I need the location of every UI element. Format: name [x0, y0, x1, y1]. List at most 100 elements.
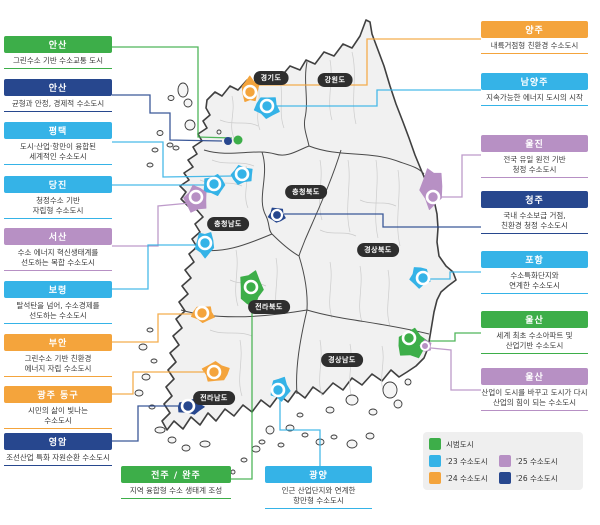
- marker-ring-yeongam: [180, 398, 196, 414]
- callout-underline: [4, 323, 112, 324]
- legend-swatch-blue: [429, 455, 441, 467]
- island: [404, 378, 412, 386]
- callout-description-line: 산업이 도시를 바꾸고 도시가 다시: [481, 388, 588, 397]
- callout-ulsan-purple: 울산 산업이 도시를 바꾸고 도시가 다시 산업의 힘이 되는 수소도시: [481, 368, 588, 411]
- callout-description: 그린수소 기반 친환경 에너지 자립 수소도시: [4, 354, 112, 374]
- legend-item-orange: '24 수소도시: [429, 472, 488, 484]
- callout-underline: [481, 353, 588, 354]
- island: [216, 129, 222, 135]
- marker-ansan-green: [233, 135, 243, 145]
- callout-description-line: 조선산업 특화 자원순환 수소도시: [6, 453, 110, 462]
- callout-description-line: 연계한 수소도시: [509, 281, 560, 290]
- callout-description-line: 선도하는 수소도시: [29, 311, 87, 320]
- leader-line-gwangju-donggu: [112, 371, 204, 395]
- callout-description-line: 내륙거점형 친환경 수소도시: [490, 41, 579, 50]
- callout-jeonju-wanju: 전주 / 완주 지역 융합형 수소 생태계 조성: [121, 466, 231, 499]
- marker-ring-cheongju: [270, 208, 284, 222]
- callout-underline: [4, 68, 112, 69]
- callout-ulsan-green: 울산 세계 최초 수소아파트 및 산업기반 수소도시: [481, 311, 588, 354]
- island: [325, 406, 335, 414]
- marker-ring-ulsan-purple: [420, 341, 430, 351]
- legend-label: '23 수소도시: [446, 456, 488, 466]
- marker-ring-pyeongtaek: [234, 166, 250, 182]
- island: [301, 432, 309, 438]
- callout-gwangyang: 광양 인근 산업단지와 연계한 항만형 수소도시: [265, 466, 372, 509]
- callout-city-header: 울산: [481, 368, 588, 385]
- callout-underline: [481, 53, 588, 54]
- legend-item-purple: '25 수소도시: [499, 455, 558, 467]
- island: [151, 147, 159, 153]
- island: [146, 327, 154, 333]
- island: [167, 436, 177, 444]
- marker-ring-jeonju-wanju: [243, 279, 259, 295]
- callout-underline: [265, 508, 372, 509]
- province-pill-jeonbuk: 전라북도: [248, 300, 290, 314]
- callout-description-line: 선도하는 복합 수소도시: [21, 258, 95, 267]
- callout-yangju: 양주 내륙거점형 친환경 수소도시: [481, 21, 588, 54]
- marker-jeonju-wanju: [240, 270, 264, 308]
- callout-description: 청정수소 기반 자립형 수소도시: [4, 196, 112, 216]
- callout-city-header: 당진: [4, 176, 112, 193]
- coastline: [161, 19, 457, 431]
- callout-underline: [481, 177, 588, 178]
- leader-line-buan: [112, 313, 194, 343]
- marker-ring-uljin: [425, 189, 441, 205]
- county-border-line: [239, 339, 243, 397]
- island: [265, 425, 275, 435]
- callout-city-header: 광양: [265, 466, 372, 483]
- callout-city-header: 울진: [481, 135, 588, 152]
- callout-city-header: 영암: [4, 433, 112, 450]
- callout-description-line: 친환경 청정 수소도시: [501, 221, 568, 230]
- county-border-line: [219, 119, 259, 127]
- county-border-line: [349, 343, 353, 399]
- callout-description-line: 자립형 수소도시: [32, 206, 84, 215]
- callout-description-line: 세계 최초 수소아파트 및: [496, 331, 573, 340]
- callout-underline: [4, 465, 112, 466]
- marker-ring-seosan: [188, 189, 204, 205]
- leader-line-pohang: [430, 271, 481, 280]
- leader-line-pyeongtaek: [112, 141, 234, 178]
- legend-label: '24 수소도시: [446, 473, 488, 483]
- marker-ring-gwangyang: [270, 382, 286, 398]
- callout-city-header: 보령: [4, 281, 112, 298]
- marker-ring-pohang: [415, 270, 431, 286]
- callout-description-line: 그린수소 기반 수소교통 도시: [13, 56, 103, 65]
- callout-description-line: 탈석탄을 넘어, 수소경제를: [16, 301, 100, 310]
- callout-description-line: 균형과 안정, 경제적 수소도시: [11, 99, 105, 108]
- county-border-line: [209, 329, 253, 337]
- callout-description-line: 수소도시: [44, 416, 72, 425]
- callout-description: 그린수소 기반 수소교통 도시: [4, 56, 112, 66]
- callout-pohang: 포항 수소특화단지와 연계한 수소도시: [481, 251, 588, 294]
- callout-description-line: 전국 유일 원전 기반: [503, 155, 566, 164]
- island: [393, 399, 403, 409]
- county-border-line: [351, 51, 357, 125]
- callout-city-header: 평택: [4, 122, 112, 139]
- callout-city-header: 서산: [4, 228, 112, 245]
- province-pill-jeonnam: 전라남도: [193, 391, 235, 405]
- county-border-line: [319, 229, 357, 237]
- county-border-line: [319, 339, 323, 397]
- callout-description-line: 인근 산업단지와 연계한: [281, 486, 356, 495]
- callout-uljin: 울진 전국 유일 원전 기반 청정 수소도시: [481, 135, 588, 178]
- island: [184, 119, 196, 131]
- marker-ring-dangjin: [206, 176, 222, 192]
- leader-line-seosan: [112, 202, 191, 247]
- marker-ring-boryeong: [197, 235, 213, 251]
- leader-line-boryeong: [112, 244, 197, 290]
- province-border-line: [298, 255, 308, 311]
- island: [167, 95, 175, 101]
- marker-ring-yangju: [242, 84, 258, 100]
- leader-line-yeongam: [112, 405, 179, 442]
- island: [330, 434, 338, 440]
- callout-description-line: 수소특화단지와: [510, 271, 559, 280]
- callout-description: 도시·산업·항만이 융합된 세계적인 수소도시: [4, 142, 112, 162]
- island: [156, 130, 164, 136]
- island: [183, 98, 193, 108]
- callout-description: 세계 최초 수소아파트 및 산업기반 수소도시: [481, 331, 588, 351]
- leader-line-yangju: [258, 38, 481, 86]
- callout-buan: 부안 그린수소 기반 친환경 에너지 자립 수소도시: [4, 334, 112, 377]
- callout-underline: [4, 376, 112, 377]
- legend-item-green: 시범도시: [429, 438, 474, 450]
